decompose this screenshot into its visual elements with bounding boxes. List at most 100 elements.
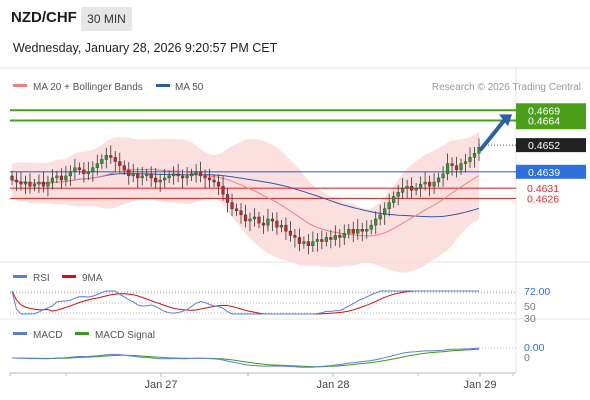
macd-value-label: 0.00 — [524, 342, 545, 354]
candle-down — [450, 163, 454, 166]
candle-up — [459, 163, 463, 170]
ma20-legend-swatch — [13, 84, 27, 87]
candle-up — [185, 175, 189, 179]
candle-down — [221, 185, 225, 195]
candle-down — [199, 171, 203, 177]
candle-up — [419, 183, 423, 189]
candle-up — [55, 175, 59, 179]
candle-down — [181, 175, 185, 179]
candle-down — [113, 157, 117, 162]
key-levels — [10, 109, 516, 200]
chart-header: NZD/CHF 30 MIN Wednesday, January 28, 20… — [0, 0, 590, 68]
candle-up — [356, 229, 360, 234]
candle-down — [59, 175, 63, 181]
candle-down — [288, 231, 292, 236]
candle-down — [239, 210, 243, 216]
candle-down — [297, 237, 301, 244]
candle-up — [91, 167, 95, 172]
candle-down — [149, 173, 153, 179]
support-label: 0.4631 — [527, 183, 559, 195]
candle-down — [14, 179, 19, 183]
candle-down — [261, 222, 266, 226]
candle-up — [37, 181, 41, 185]
candle-down — [154, 177, 158, 183]
rsi-line — [11, 290, 479, 315]
resistance-label: 0.4664 — [528, 116, 560, 128]
candle-up — [50, 177, 55, 183]
candle-up — [100, 159, 104, 164]
candle-up — [32, 183, 37, 187]
macd-zero-label: 0 — [524, 352, 530, 364]
candle-down — [243, 214, 248, 222]
candle-up — [64, 175, 68, 181]
candle-up — [463, 161, 468, 164]
candle-up — [436, 177, 441, 183]
candle-down — [122, 165, 126, 170]
candle-up — [311, 241, 315, 246]
ma50-legend-swatch — [156, 84, 170, 87]
candle-down — [275, 220, 279, 228]
trend-arrow-head — [499, 114, 512, 127]
candle-down — [360, 229, 364, 232]
candle-down — [338, 235, 342, 238]
candle-down — [320, 239, 324, 242]
rsi-level-label: 30 — [524, 313, 536, 325]
candle-up — [392, 196, 396, 203]
candle-up — [365, 229, 369, 232]
pivot-label: 0.4639 — [528, 167, 560, 179]
candle-up — [445, 163, 450, 175]
candle-down — [270, 218, 275, 222]
chart-timestamp: Wednesday, January 28, 2026 9:20:57 PM C… — [13, 41, 278, 55]
interval-selector[interactable]: 30 MIN — [81, 7, 132, 31]
candle-up — [342, 233, 346, 238]
candle-down — [329, 237, 333, 240]
macd-line — [11, 347, 480, 368]
candle-down — [216, 181, 221, 187]
candle-down — [225, 194, 230, 203]
rsi-legend: RSI 9MA — [13, 273, 103, 284]
candle-up — [167, 175, 171, 179]
candle-down — [10, 175, 14, 181]
time-tick-label: Jan 29 — [463, 379, 496, 391]
candle-down — [41, 181, 46, 187]
candle-up — [387, 202, 391, 209]
resistance-label: 0.4669 — [528, 105, 560, 117]
candle-up — [252, 216, 257, 220]
candle-down — [257, 216, 261, 224]
main-legend: MA 20 + Bollinger Bands MA 50 Research ©… — [13, 82, 581, 93]
candle-down — [127, 169, 131, 177]
candle-up — [86, 171, 90, 175]
candle-down — [306, 241, 310, 246]
candle-up — [131, 173, 135, 177]
candle-up — [401, 188, 405, 193]
candle-down — [203, 175, 207, 179]
candle-up — [266, 218, 270, 226]
candle-down — [284, 224, 288, 232]
resistance-label-box — [516, 103, 586, 130]
candle-up — [172, 173, 176, 177]
ma9-legend-label: 9MA — [82, 273, 103, 284]
pair-title: NZD/CHF — [11, 9, 77, 26]
ma20-line — [11, 168, 480, 237]
candle-down — [212, 179, 216, 183]
candle-up — [333, 235, 337, 240]
candle-up — [472, 153, 477, 158]
candle-down — [207, 177, 212, 181]
last-price-label-box — [516, 138, 586, 153]
trend-arrow — [479, 114, 512, 152]
candle-up — [248, 218, 252, 222]
candle-up — [347, 229, 351, 234]
rsi-ma9-line — [11, 290, 479, 315]
rsi-level-label: 72.00 — [524, 286, 550, 298]
candle-up — [140, 175, 144, 179]
macd-legend-label: MACD — [33, 330, 62, 341]
candle-up — [315, 239, 319, 242]
candle-up — [302, 241, 306, 244]
time-tick-label: Jan 27 — [144, 379, 177, 391]
rsi-level-label: 50 — [524, 301, 536, 313]
candle-up — [324, 237, 328, 242]
macd-legend-swatch — [13, 332, 27, 335]
last-price-label: 0.4652 — [528, 140, 560, 152]
candle-up — [158, 179, 162, 183]
